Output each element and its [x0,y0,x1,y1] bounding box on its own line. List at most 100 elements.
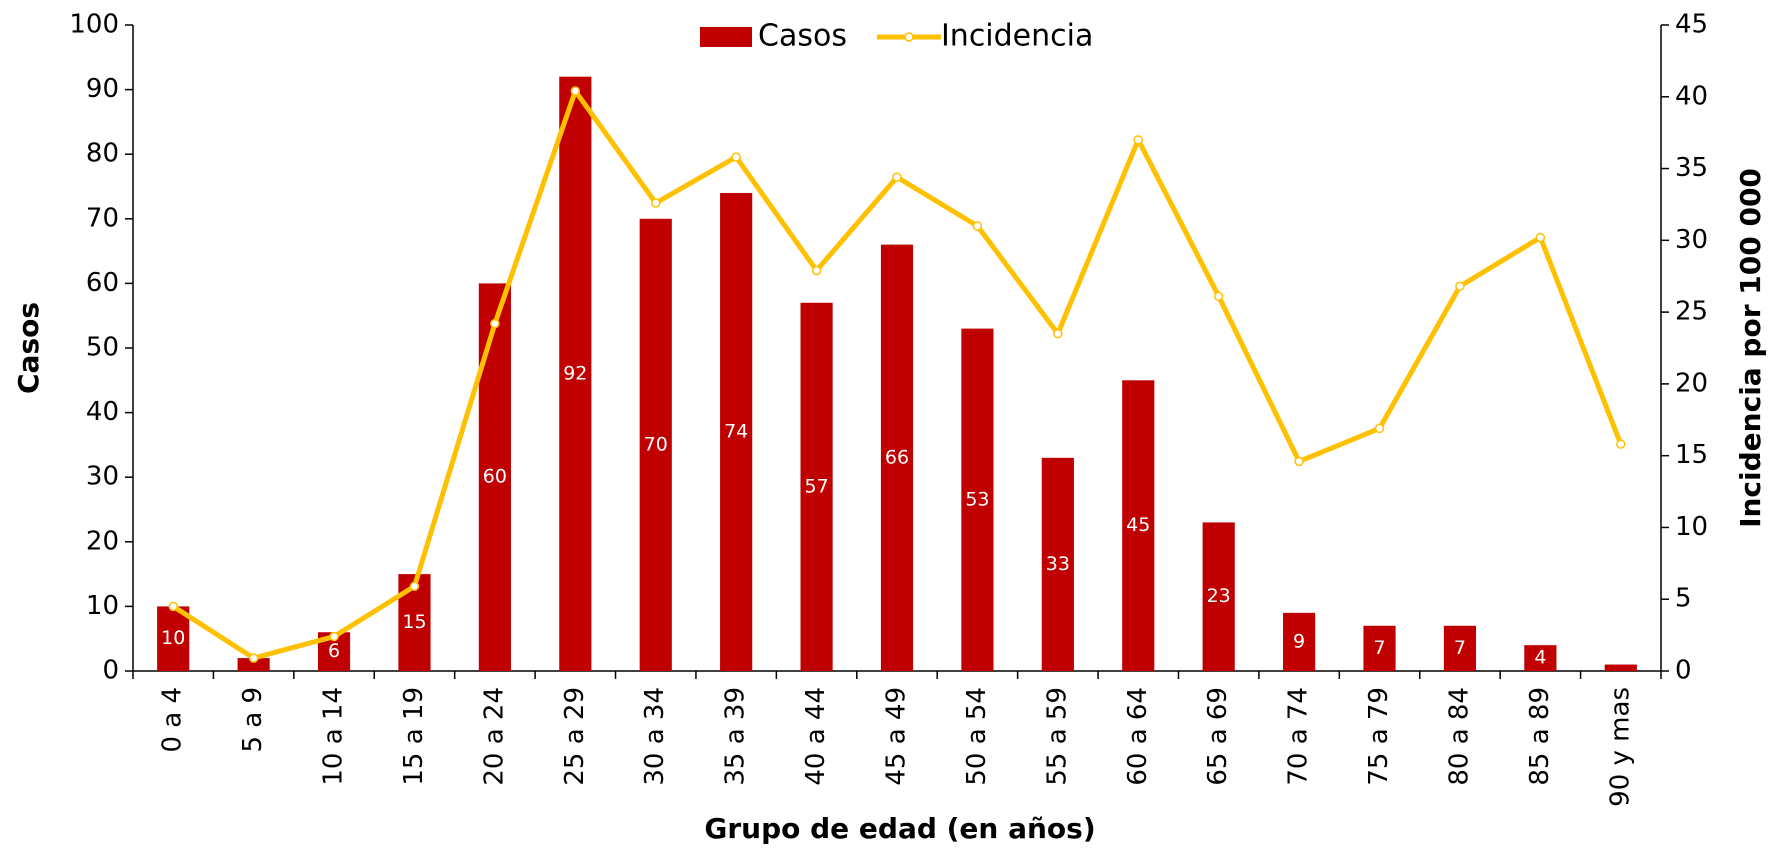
y2-tick-label: 25 [1675,297,1708,327]
y-tick-label: 60 [86,268,119,298]
x-tick-label: 70 a 74 [1284,687,1314,786]
y-tick-label: 100 [69,10,119,40]
data-label: 9 [1293,630,1305,652]
data-label: 15 [402,611,426,633]
bar [1283,612,1316,671]
y-tick-label: 50 [86,333,119,363]
y2-axis-title: Incidencia por 100 000 [1734,168,1767,528]
bar [478,283,511,671]
line-marker [248,653,259,663]
data-label: 33 [1046,553,1070,575]
line-marker [570,86,581,96]
y-tick-label: 20 [86,526,119,556]
data-label: 7 [1373,637,1385,659]
line-marker [329,631,339,642]
line-marker [1053,328,1063,339]
bar [559,76,592,672]
data-label: 23 [1207,585,1231,607]
y-tick-label: 30 [86,462,119,492]
legend-label: Casos [758,19,847,54]
data-label: 10 [161,627,185,649]
data-label: 66 [885,446,909,468]
bar [880,244,914,671]
bar [157,606,190,671]
data-label: 57 [804,475,828,497]
line-marker [972,221,983,231]
y-tick-label: 70 [86,203,119,233]
legend-label: Incidencia [941,19,1093,54]
bar [1202,522,1235,671]
x-tick-label: 15 a 19 [399,687,429,786]
bar [639,218,672,672]
x-tick-label: 55 a 59 [1042,687,1072,786]
data-label: 6 [328,640,340,662]
y2-tick-label: 30 [1675,225,1708,255]
x-tick-label: 80 a 84 [1444,687,1474,786]
y2-tick-label: 15 [1675,440,1708,470]
y2-tick-label: 40 [1675,81,1708,111]
data-label: 74 [724,420,748,442]
bar [237,658,270,671]
y2-tick-label: 0 [1675,656,1692,686]
line-marker [1455,281,1465,292]
bar [1122,380,1155,671]
legend-marker [904,32,914,42]
line-marker [731,152,741,162]
x-tick-label: 35 a 39 [721,687,751,786]
line-marker [1616,439,1626,449]
y-tick-label: 10 [86,591,119,621]
y2-tick-label: 45 [1675,10,1708,40]
x-tick-label: 30 a 34 [640,687,670,786]
line-marker [409,581,420,592]
y2-tick-label: 20 [1675,368,1708,398]
x-tick-label: 90 y mas [1605,687,1635,807]
y2-tick-label: 10 [1675,512,1708,542]
x-tick-label: 20 a 24 [479,687,509,786]
line-marker [650,198,661,208]
bar [1041,457,1074,671]
data-label: 53 [965,488,989,510]
x-tick-label: 50 a 54 [962,687,992,786]
bar [1363,625,1396,671]
y-tick-label: 80 [86,139,119,169]
line-marker [1294,456,1304,467]
line-marker [490,318,500,329]
legend-swatch [700,27,752,47]
x-tick-label: 65 a 69 [1203,687,1233,786]
y-tick-label: 90 [86,74,119,104]
line-marker [811,265,822,276]
bar [961,328,994,671]
y-axis-title: Casos [12,302,45,394]
data-label: 4 [1534,647,1546,669]
y2-tick-label: 5 [1675,584,1692,614]
line-marker [1133,135,1144,145]
bar [1443,625,1477,671]
x-tick-label: 75 a 79 [1364,687,1394,786]
x-tick-label: 10 a 14 [319,687,349,786]
y2-tick-label: 35 [1675,153,1708,183]
x-tick-label: 25 a 29 [560,687,590,786]
data-label: 60 [483,466,507,488]
line-marker [1374,423,1385,434]
line-marker [892,172,902,182]
bar [1604,664,1637,671]
bar [720,192,753,671]
x-tick-label: 0 a 4 [158,687,188,753]
x-tick-label: 40 a 44 [801,687,831,786]
data-label: 7 [1454,637,1466,659]
x-axis-title: Grupo de edad (en años) [704,812,1095,845]
bar [1524,645,1557,671]
x-tick-label: 5 a 9 [238,687,268,753]
x-tick-label: 60 a 64 [1123,687,1153,786]
line-marker [1213,291,1224,302]
y-tick-label: 40 [86,397,119,427]
x-tick-label: 85 a 89 [1525,687,1555,786]
data-label: 70 [644,433,668,455]
data-label: 92 [563,362,587,384]
x-tick-label: 45 a 49 [882,687,912,786]
bar [800,302,833,671]
data-label: 45 [1126,514,1150,536]
line-marker [168,601,178,612]
line-marker [1535,232,1546,243]
